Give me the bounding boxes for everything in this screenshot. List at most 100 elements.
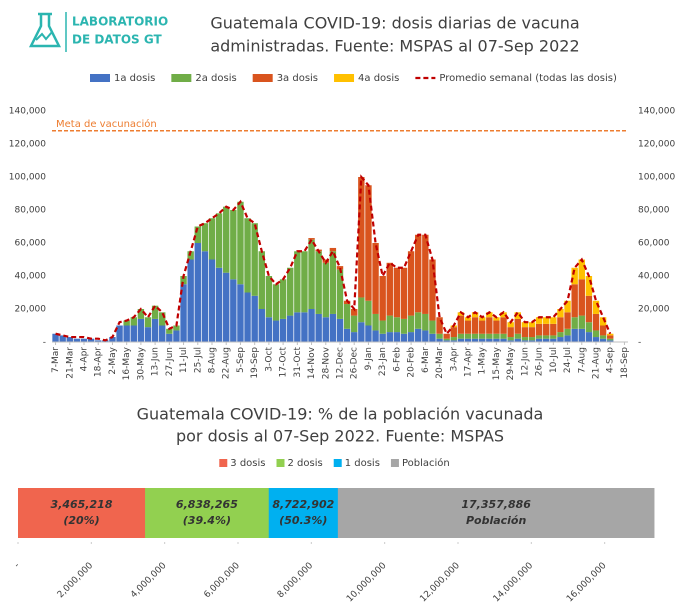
bar-segment [315,313,322,342]
bar-segment [379,333,386,342]
bar-segment [173,330,180,342]
legend-label: 1 dosis [345,458,380,469]
bar-segment [407,315,415,333]
bar-segment [471,312,479,318]
x-tick-label: 23-Jan [378,347,388,376]
bar-segment [592,313,600,331]
bar-segment [215,213,223,268]
bar-segment [493,320,500,334]
x-tick-label: 2-May [108,346,118,374]
y2-tick-label: 140,000 [638,107,675,117]
value-sublabel: (50.3%) [279,514,327,527]
bar-segment [429,259,436,321]
x-tick-label: 7-Mar [51,347,61,373]
legend-swatch [334,74,355,82]
bar-segment [436,338,443,342]
bar-segment [244,292,251,342]
bar-segment [358,322,365,342]
bar-segment [116,325,123,342]
x-tick-label: 16-May [122,346,132,380]
bar-segment [599,338,607,342]
bar-segment [578,328,585,342]
bar-segment [336,266,344,270]
y2-tick-label: 80,000 [638,206,670,216]
bar-segment [244,218,251,293]
x-tick-label: 21-Aug [592,347,602,379]
bar-segment [422,313,429,331]
x-tick-label: 1-May [478,346,488,374]
bar-segment [294,251,301,313]
bar-segment [479,333,486,339]
bar-segment [379,320,386,334]
bar-segment [365,300,372,326]
bar-segment [322,317,329,342]
bar-segment [393,317,401,333]
legend-label: 2 dosis [288,458,323,469]
bar-segment [571,284,578,318]
x-tick-label: 16,000,000 [565,561,609,603]
bar-segment [265,317,273,342]
bar-segment [578,279,585,316]
bar-segment [144,327,152,342]
x-tick-label: 6,000,000 [202,561,242,601]
bar-segment [400,333,408,342]
bar-segment [550,323,557,336]
bar-segment [151,318,159,342]
y2-tick-label: - [638,338,641,348]
legend-label: 2a dosis [195,73,236,84]
legend-label: Promedio semanal (todas las dosis) [439,73,617,84]
bar-segment [422,234,429,314]
legend-label: 4a dosis [358,73,399,84]
bar-segment [500,338,507,342]
x-tick-label: 4,000,000 [129,561,169,601]
bar-segment [329,247,337,252]
bar-segment [571,267,578,285]
bar-segment [301,251,308,313]
x-tick-label: 27-Jun [165,347,175,376]
bar-segment [436,317,443,334]
x-tick-label: 28-Nov [321,346,331,379]
bar-segment [507,337,514,341]
bar-segment [95,340,102,342]
bar-segment [187,259,194,342]
bar [18,488,146,538]
legend-label: Población [402,457,450,469]
bar-segment [471,338,479,342]
bar-segment [87,338,95,342]
bar-segment [443,333,450,339]
bar-segment [599,317,607,326]
bar-segment [358,297,365,323]
bar-segment [500,317,507,334]
bar-segment [521,337,529,341]
x-tick-label: 15-May [492,346,502,380]
bar-segment [407,332,415,342]
bar-segment [457,315,465,334]
bar-segment [343,304,351,329]
legend-swatch [219,459,228,467]
bar-segment [208,259,216,342]
x-tick-label: 21-Mar [65,347,75,379]
bar-segment [578,315,585,329]
x-tick-label: 19-Sep [250,347,260,379]
bar-segment [607,338,614,341]
legend-swatch [171,74,192,82]
bar-segment [201,223,209,252]
x-tick-label: 6-Feb [392,347,402,372]
x-tick-label: 3-Apr [449,347,459,372]
bar-segment [514,312,521,319]
bar-segment [535,338,543,342]
bar-segment [571,317,578,329]
bar-segment [73,338,81,342]
bar-segment [443,338,450,341]
bar-segment [471,333,479,339]
bar-segment [400,267,408,319]
bar-segment [208,218,216,260]
bar-segment [194,243,201,342]
bar-segment [80,338,88,342]
bar-segment [528,327,536,338]
x-tick-label: 5-Sep [236,347,246,373]
y-tick-label: 20,000 [15,305,47,315]
bar-segment [372,330,379,342]
legend-swatch [333,459,342,467]
bar-segment [329,313,337,342]
